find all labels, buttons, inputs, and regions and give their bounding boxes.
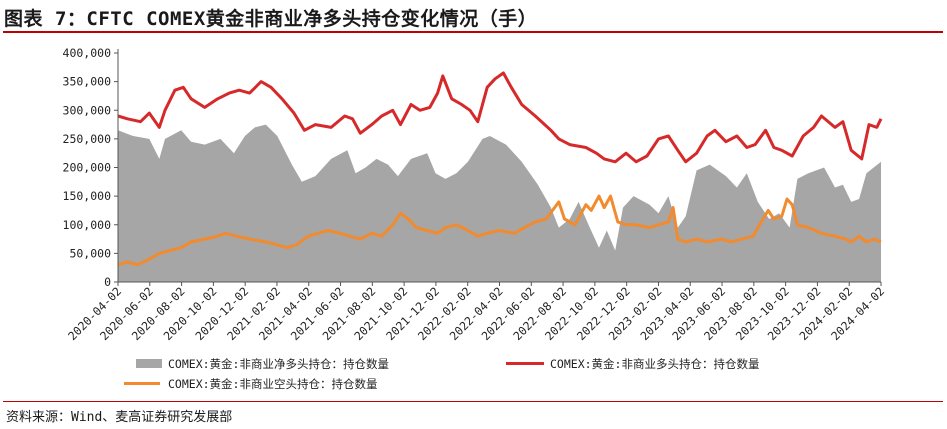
y-tick-label: 200,000 [63,161,112,175]
title-rule [3,31,943,33]
figure-title: 图表 7：CFTC COMEX黄金非商业净多头持仓变化情况（手） [4,8,538,30]
y-tick-label: 400,000 [63,46,112,60]
y-tick-label: 50,000 [69,246,111,260]
source-rule [3,401,943,402]
y-tick-label: 0 [104,275,111,289]
legend-swatch-net [136,359,162,368]
legend-label-net: COMEX:黄金:非商业净多头持仓：持仓数量 [168,357,389,371]
legend-label-short: COMEX:黄金:非商业空头持仓：持仓数量 [168,377,377,391]
y-tick-label: 250,000 [63,132,112,146]
y-tick-label: 350,000 [63,75,112,89]
legend-label-long: COMEX:黄金:非商业多头持仓：持仓数量 [550,357,759,371]
series-short-line [117,194,882,267]
chart: 0 50,000 100,000 150,000 200,000 250,000 300,0… [63,46,888,391]
series-net-long-area [118,124,881,282]
y-tick-label: 150,000 [63,189,112,203]
y-tick-label: 100,000 [63,218,112,232]
source-note: 资料来源：Wind、麦高证券研究发展部 [6,410,233,425]
y-tick-label: 300,000 [63,103,112,117]
series-long-line [117,71,883,164]
